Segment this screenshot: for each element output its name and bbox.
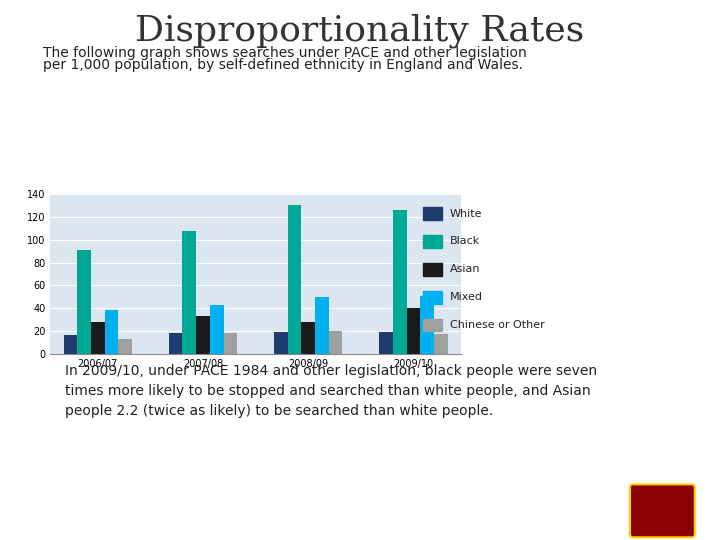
Bar <box>315 297 329 354</box>
Bar <box>420 296 434 354</box>
FancyBboxPatch shape <box>423 207 442 220</box>
FancyBboxPatch shape <box>423 319 442 332</box>
Bar <box>434 334 448 354</box>
Text: Chinese or Other: Chinese or Other <box>450 320 545 330</box>
Text: White: White <box>450 208 482 219</box>
Bar <box>210 305 223 354</box>
Bar <box>118 339 132 354</box>
Text: www.avonandsomerset.police.uk: www.avonandsomerset.police.uk <box>22 526 171 535</box>
Text: Black: Black <box>450 237 480 246</box>
Bar <box>196 316 210 354</box>
Text: Disproportionality Rates: Disproportionality Rates <box>135 14 585 48</box>
Text: Working together to make the communities of Avon and Somerset feel safe and be s: Working together to make the communities… <box>22 510 420 519</box>
Text: The following graph shows searches under PACE and other legislation: The following graph shows searches under… <box>43 46 527 60</box>
FancyBboxPatch shape <box>630 484 695 537</box>
Bar <box>63 335 77 354</box>
FancyBboxPatch shape <box>423 235 442 248</box>
Bar <box>393 211 407 354</box>
Bar <box>329 331 343 354</box>
Bar <box>77 250 91 354</box>
Bar <box>223 333 237 354</box>
Bar <box>182 231 196 354</box>
FancyBboxPatch shape <box>423 291 442 303</box>
FancyBboxPatch shape <box>423 263 442 275</box>
Bar <box>302 322 315 354</box>
Bar <box>104 310 118 354</box>
Text: In 2009/10, under PACE 1984 and other legislation, black people were seven
times: In 2009/10, under PACE 1984 and other le… <box>65 364 597 417</box>
Text: Mixed: Mixed <box>450 292 483 302</box>
Bar <box>379 332 393 354</box>
Text: Asian: Asian <box>450 264 480 274</box>
Bar <box>407 308 420 354</box>
Bar <box>288 205 302 354</box>
Bar <box>91 322 104 354</box>
Text: Avon and Somerset Constabulary: Avon and Somerset Constabulary <box>22 490 243 503</box>
Text: per 1,000 population, by self-defined ethnicity in England and Wales.: per 1,000 population, by self-defined et… <box>43 58 523 72</box>
Bar <box>168 333 182 354</box>
Bar <box>274 332 288 354</box>
